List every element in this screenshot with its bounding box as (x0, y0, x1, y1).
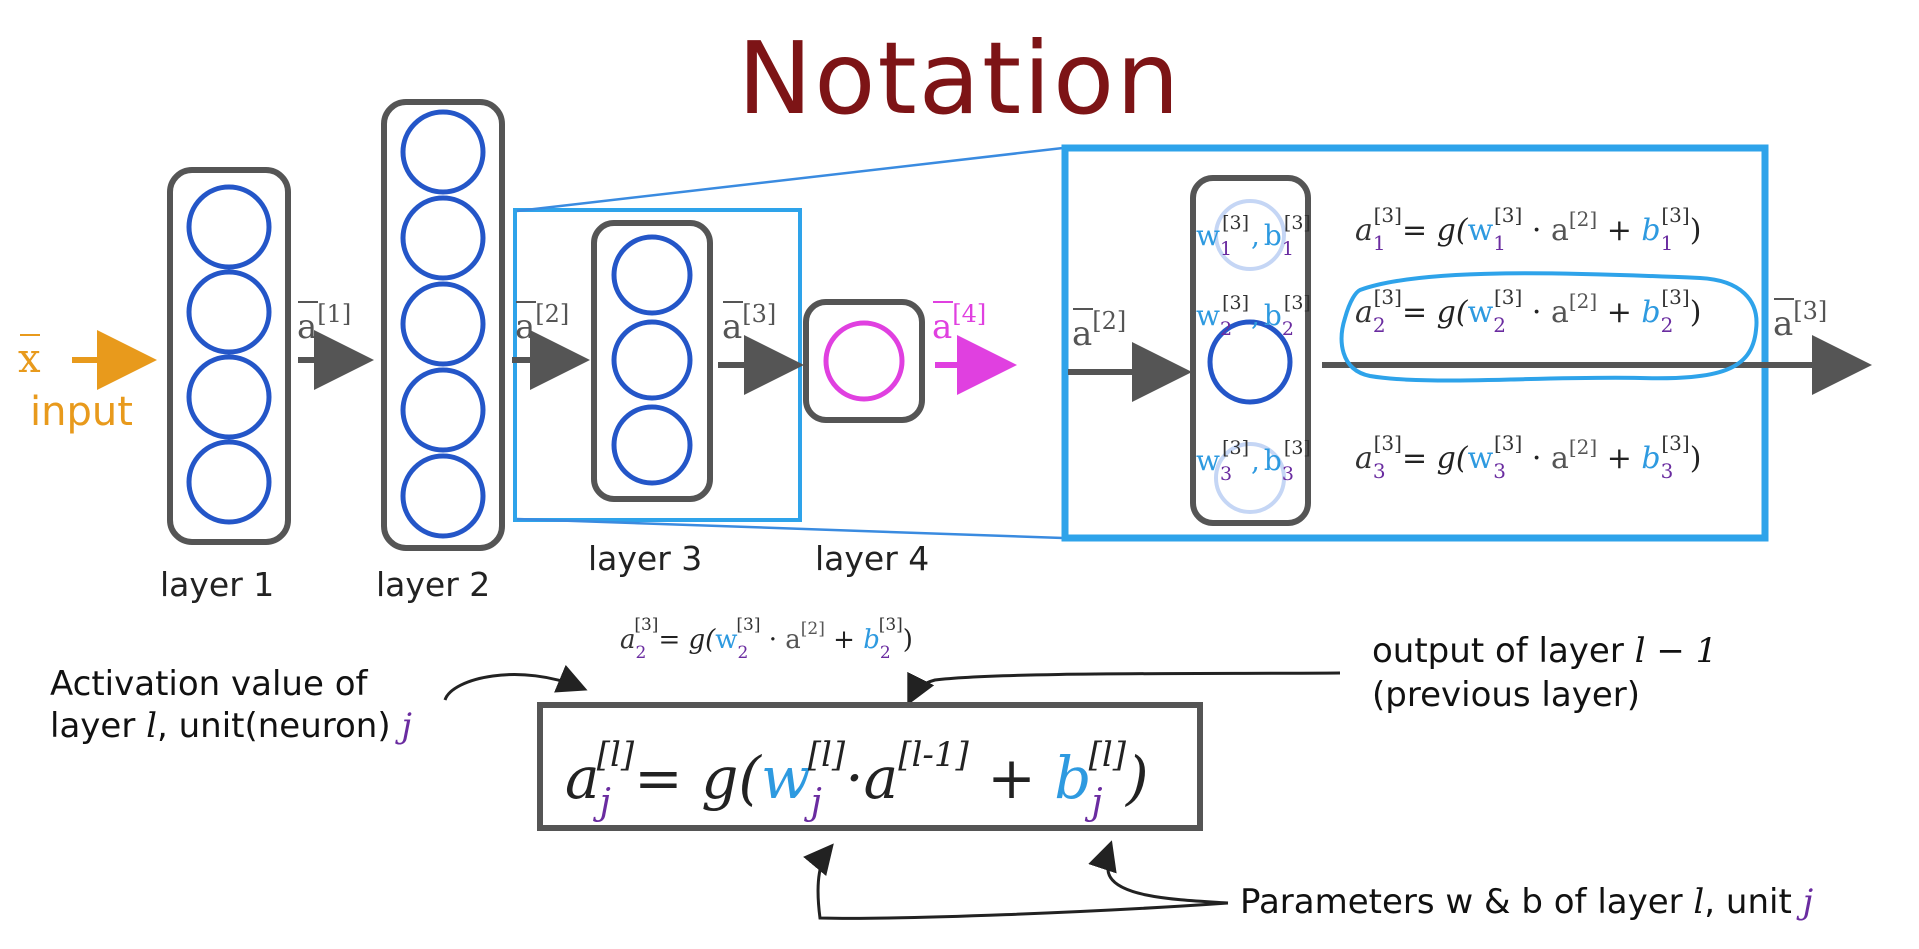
layer-2-label: layer 2 (376, 565, 490, 604)
params-row-2: w2[3], b2[3] (1196, 292, 1311, 340)
neuron (186, 269, 272, 355)
highlight-loop (1339, 271, 1759, 383)
layer-1-box (167, 167, 291, 545)
layer-2-box (381, 99, 505, 551)
general-formula: aj[l]= g(wj[l]·a[l-1] + bj[l]) (537, 702, 1203, 831)
layer-4-label: layer 4 (815, 539, 929, 578)
neuron (400, 453, 486, 539)
output-arrow (907, 671, 1341, 706)
neuron (400, 109, 486, 195)
neuron (186, 184, 272, 270)
page-title: Notation (737, 20, 1182, 137)
output-neuron (823, 320, 905, 402)
neuron (400, 281, 486, 367)
output-note-line2: (previous layer) (1372, 675, 1640, 715)
neuron (611, 404, 693, 486)
params-arrow-w (803, 843, 1229, 920)
arrow-a2: a[2] (512, 300, 590, 390)
zoom-output-label: a[3] (1773, 297, 1827, 344)
zoom-input-label: a[2] (1072, 307, 1126, 354)
zoom-line-top (516, 146, 1064, 213)
example-equation: a2[3]= g(w2[3] · a[2] + b2[3]) (620, 615, 913, 663)
layer-3: layer 3 (588, 220, 713, 578)
params-row-1: w1[3], b1[3] (1196, 212, 1311, 260)
zoom-line-bottom (516, 517, 1064, 540)
layer-1: layer 1 (160, 167, 291, 604)
equation-row-1: a1[3]= g(w1[3] · a[2] + b1[3]) (1355, 203, 1701, 255)
svg-text:a[1]: a[1] (297, 300, 351, 347)
neuron (400, 367, 486, 453)
input-symbol: x (18, 336, 41, 382)
layer-4-box (803, 299, 925, 423)
neuron (611, 234, 693, 316)
neuron (1214, 199, 1286, 271)
neuron (611, 319, 693, 401)
layer-3-box (591, 220, 713, 502)
neuron (1214, 442, 1286, 514)
activation-note-line1: Activation value of (50, 664, 369, 704)
neuron (1207, 319, 1293, 405)
layer-4: layer 4 (803, 299, 929, 578)
layer-1-label: layer 1 (160, 565, 274, 604)
output-note-line1: output of layer l − 1 (1372, 631, 1717, 671)
equation-row-3: a3[3]= g(w3[3] · a[2] + b3[3]) (1355, 431, 1701, 483)
activation-note-line2: layer l, unit(neuron) j (50, 706, 412, 746)
zoom-layer-box (1190, 175, 1311, 526)
neuron (186, 354, 272, 440)
formula-text: aj[l]= g(wj[l]·a[l-1] + bj[l]) (565, 735, 1149, 823)
formula-box (537, 702, 1203, 831)
svg-text:a[3]: a[3] (722, 300, 776, 347)
zoom-frame (1061, 144, 1769, 542)
neuron (186, 439, 272, 525)
svg-text:a[2]: a[2] (515, 300, 569, 347)
activation-arrow (443, 664, 588, 701)
params-arrow-b (1088, 840, 1229, 905)
params-row-3: w3[3], b3[3] (1196, 437, 1311, 485)
arrow-a1: a[1] (297, 300, 374, 390)
equation-row-2: a2[3]= g(w2[3] · a[2] + b2[3]) (1355, 285, 1701, 337)
neuron (400, 195, 486, 281)
svg-text:a[4]: a[4] (932, 300, 986, 347)
layer-3-label: layer 3 (588, 539, 702, 578)
arrow-a4: a[4] (932, 300, 1017, 395)
arrow-a3: a[3] (718, 300, 804, 395)
input-label: input (30, 389, 133, 435)
layer-2: layer 2 (376, 99, 505, 604)
params-note: Parameters w & b of layer l, unit j (1240, 882, 1814, 922)
input-group: x input (18, 330, 157, 435)
zoom-box: a[2] a[3] w1[3], b1[3] w2[3], b2[3] w3[3],… (1061, 144, 1872, 542)
